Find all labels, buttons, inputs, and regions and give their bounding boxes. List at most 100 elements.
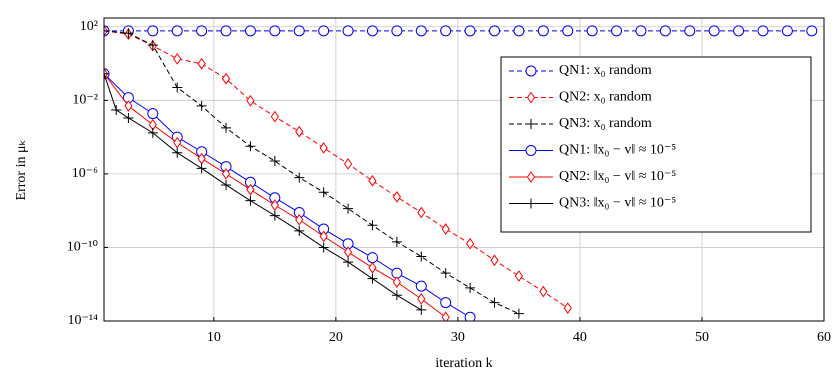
legend-label: QN3: x₀ random [559,116,652,131]
marker [104,68,109,79]
marker [441,223,450,235]
plot-area [104,24,818,321]
marker [295,125,304,138]
y-tick-label: 10⁻¹⁰ [67,240,99,255]
marker [465,282,476,293]
marker [270,110,279,123]
x-tick-label: 20 [329,330,343,345]
legend-label: QN1: ‖x₀ − v‖ ≈ 10⁻⁵ [559,143,676,158]
marker [319,141,328,154]
x-axis-label: iteration k [435,356,492,371]
legend-label: QN3: ‖x₀ − v‖ ≈ 10⁻⁵ [559,196,676,211]
marker [319,230,328,243]
marker [368,174,377,187]
marker [440,268,451,279]
marker [269,210,280,221]
marker [124,99,133,112]
marker [111,104,122,115]
y-tick-label: 10⁻² [72,93,98,108]
marker [464,311,476,321]
series-line [104,30,520,315]
marker [197,57,206,70]
marker [104,25,109,36]
marker [123,28,134,39]
marker [392,276,401,288]
marker [147,25,159,37]
marker [246,94,255,107]
marker [611,25,623,37]
marker [367,273,378,284]
marker [757,25,769,37]
marker [415,25,427,37]
marker [221,168,231,180]
marker [659,25,671,37]
marker [318,25,330,37]
legend-label: QN2: ‖x₀ − v‖ ≈ 10⁻⁵ [559,169,676,184]
marker [269,25,281,37]
marker [806,25,818,37]
x-tick-label: 60 [817,330,831,345]
marker [464,25,476,37]
marker [269,156,280,167]
y-axis-label: Error in μₖ [14,140,29,201]
marker [246,183,255,196]
marker [244,25,256,37]
marker [366,25,378,37]
legend: QN1: x₀ random QN2: x₀ random QN3: x₀ rand… [500,56,812,233]
x-tick-label: 40 [573,330,587,345]
marker [343,257,354,268]
marker [294,225,305,236]
marker [635,25,647,37]
marker [440,25,452,37]
marker [513,25,525,37]
marker [221,122,232,133]
marker [526,119,536,129]
marker [147,127,158,138]
marker [781,25,793,37]
series-line [104,73,471,318]
marker [343,158,353,170]
marker [196,100,207,111]
x-tick-label: 50 [695,330,709,345]
marker [489,297,500,308]
marker [513,308,524,319]
marker [684,25,696,37]
marker [172,147,183,158]
marker [391,236,402,247]
marker [489,25,501,37]
marker [391,25,403,37]
marker [147,40,158,51]
legend-label: QN2: x₀ random [559,90,652,105]
marker [294,172,305,183]
x-tick-label: 10 [207,330,221,345]
marker [123,112,134,123]
marker [173,52,182,65]
marker [220,25,232,37]
x-tick-label: 30 [451,330,465,345]
marker [733,25,745,37]
marker [415,280,427,292]
marker [525,145,537,156]
marker [514,270,524,282]
marker [441,311,450,321]
marker [245,141,256,152]
marker [526,198,536,209]
marker [525,65,537,77]
marker [416,304,427,315]
marker [526,91,536,104]
y-tick-label: 10² [80,19,98,34]
marker [221,72,231,85]
marker [537,25,549,37]
marker [318,187,329,198]
marker [173,136,182,149]
marker [416,251,427,262]
marker [295,213,304,226]
marker [343,246,353,258]
marker [526,171,536,183]
series-line [104,30,569,309]
marker [221,179,232,190]
marker [172,82,183,93]
marker [391,290,402,301]
marker [368,261,377,274]
